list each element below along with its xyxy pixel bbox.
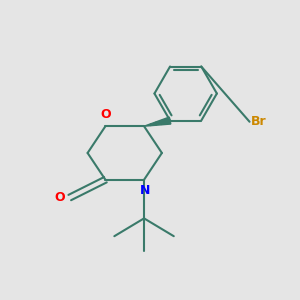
Text: O: O [100, 108, 111, 121]
Text: Br: Br [251, 115, 267, 128]
Text: N: N [140, 184, 151, 197]
Polygon shape [144, 117, 171, 126]
Text: O: O [55, 191, 65, 204]
